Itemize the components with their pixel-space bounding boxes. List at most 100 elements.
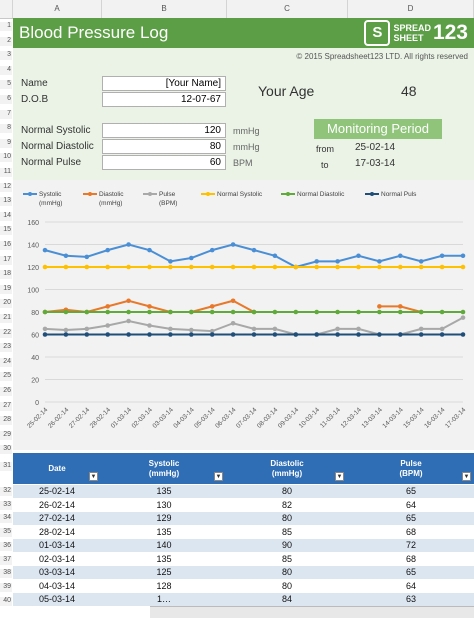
- row-header-23[interactable]: 23: [0, 343, 12, 353]
- systolic-cell[interactable]: 135: [156, 486, 172, 496]
- row-header-1[interactable]: 1: [0, 22, 12, 31]
- row-header-37[interactable]: 37: [0, 555, 12, 565]
- date-column-header[interactable]: Date ▼: [13, 453, 101, 484]
- systolic-filter-dropdown-icon[interactable]: ▼: [214, 472, 223, 481]
- date-cell[interactable]: 26-02-14: [38, 499, 76, 510]
- pulse-cell[interactable]: 68: [405, 526, 416, 537]
- row-header-39[interactable]: 39: [0, 582, 12, 592]
- diastolic-column-header[interactable]: Diastolic (mmHg) ▼: [227, 453, 347, 484]
- horizontal-scrollbar[interactable]: [150, 606, 474, 618]
- column-header-b[interactable]: B: [102, 0, 227, 18]
- systolic-cell[interactable]: 128: [156, 580, 172, 591]
- table-row[interactable]: 28-02-14 135 85 68: [13, 525, 474, 539]
- row-header-34[interactable]: 34: [0, 514, 12, 524]
- row-header-27[interactable]: 27: [0, 401, 12, 411]
- pulse-cell[interactable]: 64: [405, 580, 416, 591]
- row-header-14[interactable]: 14: [0, 211, 12, 221]
- row-header-8[interactable]: 8: [0, 124, 12, 134]
- row-header-32[interactable]: 32: [0, 487, 12, 496]
- pulse-filter-dropdown-icon[interactable]: ▼: [462, 472, 471, 481]
- row-header-20[interactable]: 20: [0, 299, 12, 309]
- table-row[interactable]: 05-03-14 1… 84 63: [13, 593, 474, 606]
- systolic-column-header[interactable]: Systolic (mmHg) ▼: [102, 453, 226, 484]
- row-header-18[interactable]: 18: [0, 270, 12, 280]
- row-header-17[interactable]: 17: [0, 255, 12, 265]
- row-header-30[interactable]: 30: [0, 445, 12, 455]
- row-header-4[interactable]: 4: [0, 65, 12, 75]
- table-row[interactable]: 01-03-14 140 90 72: [13, 539, 474, 552]
- column-header-d[interactable]: D: [348, 0, 474, 18]
- pulse-cell[interactable]: 64: [405, 499, 416, 510]
- table-row[interactable]: 04-03-14 128 80 64: [13, 579, 474, 593]
- row-header-33[interactable]: 33: [0, 500, 12, 510]
- row-header-24[interactable]: 24: [0, 357, 12, 367]
- date-cell[interactable]: 01-03-14: [38, 540, 76, 550]
- blood-pressure-chart[interactable]: 0 20 40 60 80 100 120 140 160 25-02-14 26-02-14 27-…: [13, 180, 474, 450]
- table-row[interactable]: 26-02-14 130 82 64: [13, 498, 474, 512]
- diastolic-cell[interactable]: 80: [281, 513, 292, 523]
- date-cell[interactable]: 05-03-14: [38, 594, 76, 604]
- date-cell[interactable]: 03-03-14: [38, 567, 76, 577]
- age-value[interactable]: 48: [401, 83, 417, 99]
- systolic-cell[interactable]: 135: [156, 526, 172, 537]
- date-cell[interactable]: 25-02-14: [38, 486, 76, 496]
- row-header-5[interactable]: 5: [0, 80, 12, 90]
- systolic-cell[interactable]: 130: [156, 499, 172, 510]
- systolic-cell[interactable]: 135: [156, 553, 172, 564]
- pulse-cell[interactable]: 72: [405, 540, 416, 550]
- normal-systolic-field[interactable]: 120: [102, 123, 226, 138]
- date-filter-dropdown-icon[interactable]: ▼: [89, 472, 98, 481]
- column-header-c[interactable]: C: [227, 0, 348, 18]
- systolic-cell[interactable]: 125: [156, 567, 172, 577]
- row-header-16[interactable]: 16: [0, 241, 12, 250]
- diastolic-cell[interactable]: 82: [281, 499, 292, 510]
- row-header-2[interactable]: 2: [0, 36, 12, 46]
- row-header-12[interactable]: 12: [0, 182, 12, 192]
- row-header-7[interactable]: 7: [0, 109, 12, 119]
- date-cell[interactable]: 28-02-14: [38, 526, 76, 537]
- row-header-38[interactable]: 38: [0, 569, 12, 579]
- diastolic-cell[interactable]: 80: [281, 486, 292, 496]
- systolic-cell[interactable]: 129: [156, 513, 172, 523]
- date-cell[interactable]: 02-03-14: [38, 553, 76, 564]
- systolic-cell[interactable]: 140: [156, 540, 172, 550]
- table-row[interactable]: 02-03-14 135 85 68: [13, 552, 474, 566]
- row-header-10[interactable]: 10: [0, 153, 12, 163]
- row-header-6[interactable]: 6: [0, 95, 12, 104]
- pulse-cell[interactable]: 63: [405, 594, 416, 604]
- row-header-28[interactable]: 28: [0, 416, 12, 426]
- diastolic-cell[interactable]: 84: [281, 594, 292, 604]
- row-header-21[interactable]: 21: [0, 314, 12, 323]
- row-header-3[interactable]: 3: [0, 51, 12, 61]
- pulse-column-header[interactable]: Pulse (BPM) ▼: [348, 453, 474, 484]
- row-header-36[interactable]: 36: [0, 541, 12, 551]
- row-header-26[interactable]: 26: [0, 387, 12, 396]
- pulse-cell[interactable]: 68: [405, 553, 416, 564]
- normal-pulse-field[interactable]: 60: [102, 155, 226, 170]
- date-cell[interactable]: 27-02-14: [38, 513, 76, 523]
- row-header-13[interactable]: 13: [0, 197, 12, 207]
- table-row[interactable]: 03-03-14 125 80 65: [13, 566, 474, 579]
- table-row[interactable]: 27-02-14 129 80 65: [13, 512, 474, 525]
- from-date-field[interactable]: 25-02-14: [355, 142, 396, 153]
- row-header-31[interactable]: 31: [0, 462, 12, 471]
- row-header-19[interactable]: 19: [0, 284, 12, 294]
- select-all-corner[interactable]: [0, 0, 13, 18]
- row-header-15[interactable]: 15: [0, 226, 12, 236]
- diastolic-cell[interactable]: 80: [281, 580, 292, 591]
- pulse-cell[interactable]: 65: [405, 486, 416, 496]
- systolic-cell[interactable]: 1…: [156, 594, 171, 604]
- row-header-9[interactable]: 9: [0, 138, 12, 148]
- diastolic-cell[interactable]: 90: [281, 540, 292, 550]
- row-header-40[interactable]: 40: [0, 596, 12, 606]
- normal-diastolic-field[interactable]: 80: [102, 139, 226, 154]
- column-header-a[interactable]: A: [13, 0, 102, 18]
- row-header-29[interactable]: 29: [0, 430, 12, 440]
- pulse-cell[interactable]: 65: [405, 513, 416, 523]
- diastolic-cell[interactable]: 80: [281, 567, 292, 577]
- row-header-25[interactable]: 25: [0, 372, 12, 382]
- row-header-11[interactable]: 11: [0, 168, 12, 177]
- pulse-cell[interactable]: 65: [405, 567, 416, 577]
- dob-field[interactable]: 12-07-67: [102, 92, 226, 107]
- row-header-22[interactable]: 22: [0, 328, 12, 338]
